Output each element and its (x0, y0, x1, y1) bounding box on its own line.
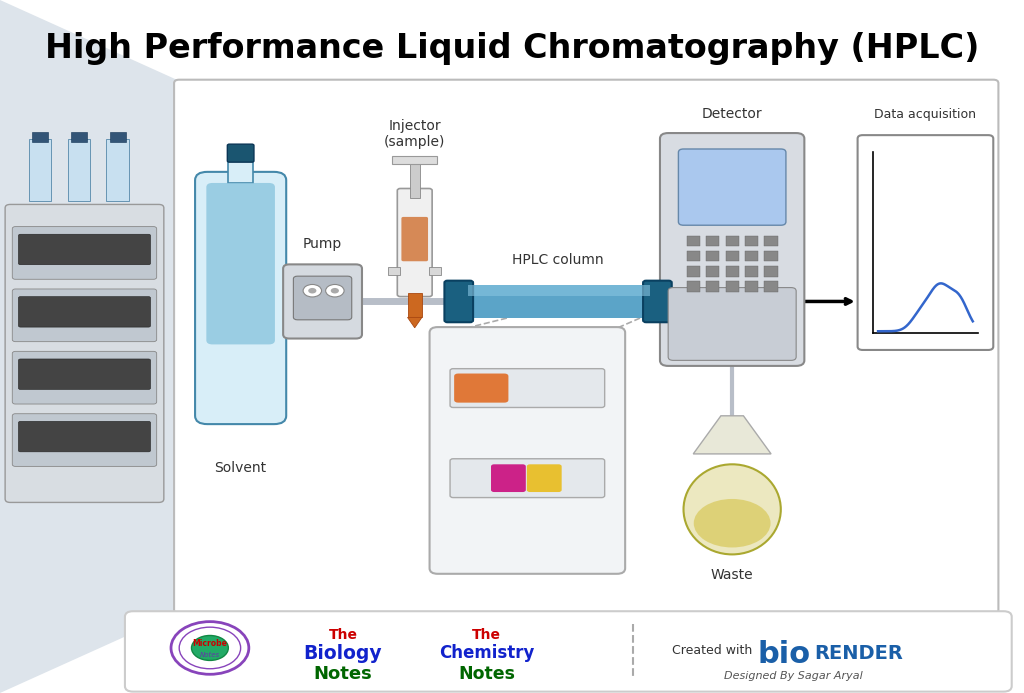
Bar (707, 251, 719, 261)
FancyBboxPatch shape (283, 265, 362, 339)
Text: Solvent: Solvent (215, 461, 266, 475)
Circle shape (303, 284, 322, 297)
FancyBboxPatch shape (668, 288, 797, 360)
Bar (686, 266, 700, 277)
FancyBboxPatch shape (444, 281, 473, 322)
FancyBboxPatch shape (526, 464, 561, 492)
Bar (32, 132, 48, 142)
FancyBboxPatch shape (125, 611, 1012, 692)
FancyBboxPatch shape (293, 276, 352, 320)
Text: RENDER: RENDER (814, 644, 903, 663)
Bar (468, 285, 650, 318)
Circle shape (191, 635, 228, 660)
Polygon shape (0, 0, 184, 693)
FancyBboxPatch shape (858, 135, 993, 350)
FancyBboxPatch shape (643, 281, 672, 322)
Text: Pump: Pump (303, 237, 342, 251)
Circle shape (331, 288, 339, 294)
Text: Injector
(sample): Injector (sample) (384, 119, 445, 149)
Bar (764, 236, 778, 246)
Bar (106, 139, 129, 201)
FancyBboxPatch shape (401, 217, 428, 261)
FancyBboxPatch shape (678, 149, 786, 225)
Bar (468, 285, 650, 297)
Bar (764, 251, 778, 261)
Bar (228, 159, 253, 183)
Bar (707, 266, 719, 277)
FancyBboxPatch shape (174, 80, 998, 613)
Bar (686, 251, 700, 261)
Text: High Performance Liquid Chromatography (HPLC): High Performance Liquid Chromatography (… (45, 32, 979, 65)
Polygon shape (408, 317, 422, 328)
FancyBboxPatch shape (492, 464, 526, 492)
Bar (725, 236, 739, 246)
Bar (725, 266, 739, 277)
Bar (410, 163, 420, 198)
Text: Notes: Notes (200, 652, 220, 658)
Text: The: The (472, 628, 501, 642)
Text: bio: bio (758, 640, 811, 669)
Bar (110, 132, 126, 142)
Bar (408, 293, 422, 317)
FancyBboxPatch shape (195, 172, 286, 424)
FancyBboxPatch shape (12, 227, 157, 279)
Bar (686, 236, 700, 246)
Bar (707, 281, 719, 292)
Text: Biology: Biology (304, 644, 382, 663)
FancyBboxPatch shape (18, 359, 151, 389)
FancyBboxPatch shape (206, 183, 274, 344)
FancyBboxPatch shape (18, 421, 151, 452)
Text: The: The (329, 628, 357, 642)
Polygon shape (693, 416, 771, 454)
Text: Designed By Sagar Aryal: Designed By Sagar Aryal (724, 671, 863, 681)
Text: Notes: Notes (313, 665, 373, 683)
Ellipse shape (694, 499, 770, 547)
Text: Chemistry: Chemistry (438, 644, 535, 663)
Bar (429, 267, 441, 275)
FancyBboxPatch shape (12, 289, 157, 342)
Bar (745, 266, 758, 277)
FancyBboxPatch shape (12, 414, 157, 466)
Bar (707, 236, 719, 246)
Circle shape (171, 622, 249, 674)
Bar (388, 267, 400, 275)
Bar (29, 139, 51, 201)
Bar (725, 251, 739, 261)
Text: Data acquisition: Data acquisition (874, 108, 977, 121)
Circle shape (308, 288, 316, 294)
FancyBboxPatch shape (451, 459, 604, 498)
Text: Notes: Notes (458, 665, 515, 683)
Circle shape (179, 627, 241, 669)
Text: Created with: Created with (672, 644, 752, 658)
FancyBboxPatch shape (451, 369, 604, 407)
Text: HPLC column: HPLC column (512, 254, 604, 267)
FancyBboxPatch shape (455, 374, 508, 403)
FancyBboxPatch shape (5, 204, 164, 502)
FancyBboxPatch shape (18, 297, 151, 327)
FancyBboxPatch shape (659, 133, 805, 366)
Bar (71, 132, 87, 142)
Bar (725, 281, 739, 292)
Text: Separate
mixture
component: Separate mixture component (488, 506, 566, 552)
Bar (686, 281, 700, 292)
Text: Detector: Detector (701, 107, 763, 121)
Circle shape (326, 284, 344, 297)
Bar (68, 139, 90, 201)
Ellipse shape (684, 464, 780, 554)
Bar (745, 281, 758, 292)
Bar (764, 281, 778, 292)
FancyBboxPatch shape (12, 351, 157, 404)
FancyBboxPatch shape (227, 144, 254, 162)
Bar (745, 251, 758, 261)
Text: Microbe: Microbe (193, 640, 227, 648)
FancyBboxPatch shape (397, 188, 432, 297)
Bar (764, 266, 778, 277)
Bar (745, 236, 758, 246)
FancyBboxPatch shape (430, 327, 625, 574)
FancyBboxPatch shape (18, 234, 151, 265)
Bar (392, 156, 437, 164)
Text: Waste: Waste (711, 568, 754, 582)
